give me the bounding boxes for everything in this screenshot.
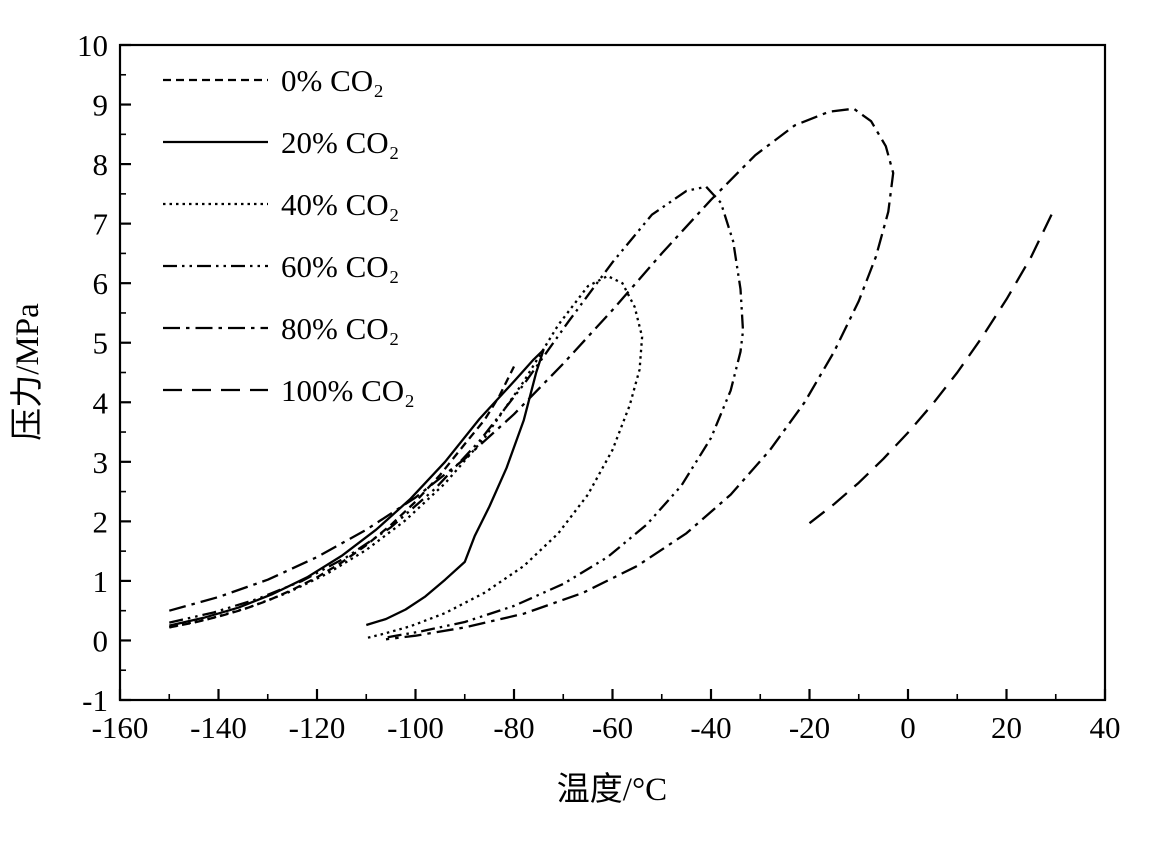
y-axis-ticks: -1 0 1 2 3 4 5 6 7 8 9 10	[77, 28, 131, 718]
x-tick-label: 40	[1090, 710, 1121, 745]
legend-item: 0% CO₂	[163, 63, 384, 98]
y-tick-label: 0	[93, 623, 109, 658]
y-tick-label: 3	[93, 445, 109, 480]
y-axis-title: 压力/MPa	[9, 303, 46, 441]
x-axis-ticks: -160 -140 -120 -100 -80 -60 -40 -20 0 20 40	[92, 689, 1121, 745]
legend-item: 40% CO₂	[163, 187, 399, 222]
x-tick-label: -100	[387, 710, 444, 745]
legend-item: 80% CO₂	[163, 311, 399, 346]
series-line-0	[169, 365, 516, 629]
y-tick-label: 9	[93, 88, 109, 123]
y-tick-label: 7	[93, 207, 109, 242]
legend-label: 40% CO₂	[281, 187, 399, 222]
x-tick-label: -80	[493, 710, 534, 745]
y-tick-label: 5	[93, 326, 109, 361]
x-tick-label: -160	[92, 710, 149, 745]
x-tick-label: 20	[991, 710, 1022, 745]
x-tick-label: -20	[789, 710, 830, 745]
series-line-2	[169, 274, 644, 640]
legend-label: 20% CO₂	[281, 125, 399, 160]
legend-label: 0% CO₂	[281, 63, 384, 98]
legend-label: 60% CO₂	[281, 249, 399, 284]
x-tick-label: -140	[190, 710, 247, 745]
series-line-4	[168, 107, 895, 641]
y-tick-label: 10	[77, 28, 108, 63]
y-tick-label: -1	[82, 683, 108, 718]
x-tick-label: -40	[690, 710, 731, 745]
y-tick-label: 4	[93, 385, 109, 420]
y-tick-label: 2	[93, 504, 109, 539]
series-line-5	[808, 205, 1057, 525]
legend-item: 20% CO₂	[163, 125, 399, 160]
legend-label: 100% CO₂	[281, 373, 415, 408]
x-axis-title: 温度/°C	[557, 771, 667, 808]
legend: 0% CO₂ 20% CO₂ 40% CO₂ 60% CO₂ 80% CO₂ 100% C…	[163, 63, 415, 408]
x-tick-label: 0	[900, 710, 916, 745]
legend-item: 100% CO₂	[163, 373, 415, 408]
y-tick-label: 8	[93, 147, 109, 182]
series-lines	[168, 107, 1057, 641]
x-tick-label: -60	[592, 710, 633, 745]
y-tick-label: 6	[93, 266, 109, 301]
x-tick-label: -120	[289, 710, 346, 745]
y-tick-label: 1	[93, 564, 109, 599]
legend-label: 80% CO₂	[281, 311, 399, 346]
legend-item: 60% CO₂	[163, 249, 399, 284]
